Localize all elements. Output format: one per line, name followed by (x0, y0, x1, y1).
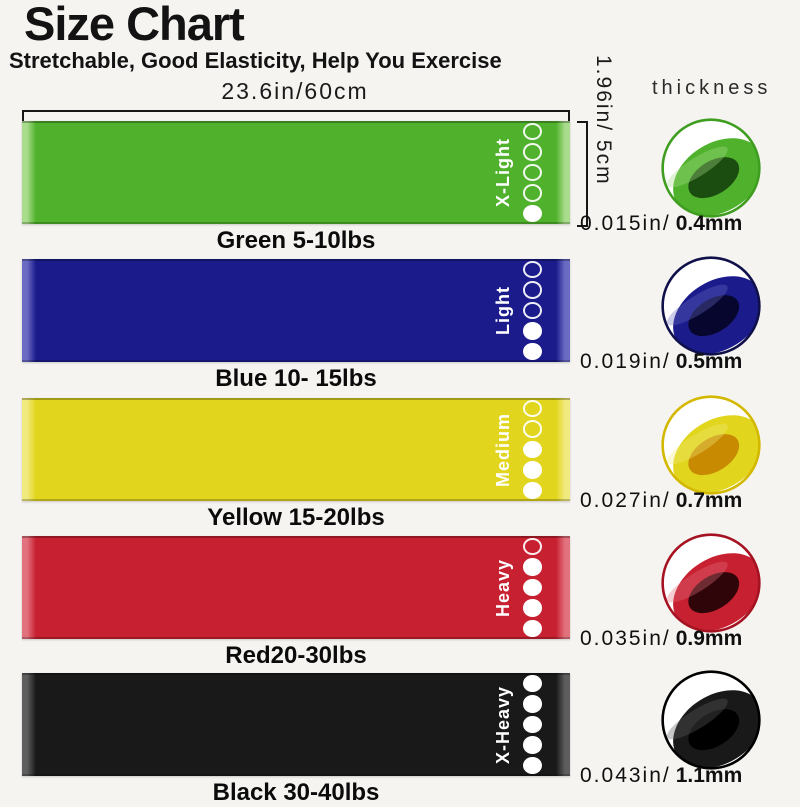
resistance-level-dots (523, 674, 542, 775)
level-dot (523, 301, 542, 320)
level-dot (523, 537, 542, 556)
level-dot (523, 461, 542, 479)
folded-band-icon (661, 118, 761, 218)
folded-band-icon (661, 533, 761, 633)
band-caption: Blue 10- 15lbs (215, 365, 377, 392)
band-thickness-value: 0.035in/0.9mm (580, 627, 780, 651)
band-row-green: X-Light Green 5-10lbs 0.015in/0.4mm (22, 118, 782, 254)
length-dimension-label: 23.6in/60cm (221, 78, 369, 104)
thickness-mm: 0.9mm (675, 627, 743, 650)
thickness-inches: 0.027in/ (580, 489, 671, 512)
band-thickness-value: 0.015in/0.4mm (580, 212, 780, 236)
thickness-inches: 0.035in/ (580, 627, 671, 650)
level-dot (523, 715, 542, 734)
band-thickness-photo (659, 668, 763, 772)
band-strength-label: X-Heavy (493, 685, 513, 764)
level-dot (523, 619, 542, 638)
width-dimension-label: 1.96in/ 5cm (592, 55, 615, 186)
band-strength-label: Heavy (493, 558, 513, 617)
page-subtitle: Stretchable, Good Elasticity, Help You E… (9, 48, 502, 73)
thickness-inches: 0.043in/ (580, 764, 671, 787)
folded-band-icon (661, 670, 761, 770)
level-dot (523, 420, 542, 438)
band-strength-label: Medium (493, 412, 513, 487)
band-thickness-photo (659, 393, 763, 497)
level-dot (523, 558, 542, 576)
resistance-band: X-Light (22, 121, 570, 224)
thickness-mm: 0.7mm (675, 489, 743, 512)
resistance-level-dots (523, 399, 542, 500)
folded-band-icon (661, 256, 761, 356)
resistance-band: Heavy (22, 536, 570, 639)
band-row-yellow: Medium Yellow 15-20lbs 0.027in/0.7mm (22, 395, 782, 531)
resistance-level-dots (523, 260, 542, 361)
level-dot (523, 143, 542, 161)
thickness-inches: 0.019in/ (580, 350, 671, 373)
band-caption: Black 30-40lbs (212, 779, 380, 806)
level-dot (523, 578, 542, 597)
thickness-mm: 1.1mm (675, 764, 743, 787)
resistance-level-dots (523, 537, 542, 638)
band-thickness-photo (659, 116, 763, 220)
level-dot (523, 756, 542, 775)
width-dimension-bracket (577, 121, 588, 227)
level-dot (523, 481, 542, 500)
band-thickness-photo (659, 254, 763, 358)
resistance-band: Medium (22, 398, 570, 501)
level-dot (523, 122, 542, 141)
resistance-band: Light (22, 259, 570, 362)
level-dot (523, 695, 542, 713)
thickness-column-header: thickness (652, 77, 772, 99)
level-dot (523, 599, 542, 617)
band-thickness-photo (659, 531, 763, 635)
thickness-mm: 0.4mm (675, 212, 743, 235)
resistance-level-dots (523, 122, 542, 223)
level-dot (523, 281, 542, 299)
thickness-mm: 0.5mm (675, 350, 743, 373)
band-thickness-value: 0.043in/1.1mm (580, 764, 780, 788)
band-caption: Yellow 15-20lbs (207, 504, 385, 531)
level-dot (523, 399, 542, 418)
level-dot (523, 440, 542, 459)
level-dot (523, 204, 542, 223)
band-caption: Green 5-10lbs (216, 227, 376, 254)
band-thickness-value: 0.027in/0.7mm (580, 489, 780, 513)
level-dot (523, 322, 542, 340)
band-caption: Red20-30lbs (225, 642, 367, 669)
band-strength-label: Light (493, 286, 513, 335)
band-row-blue: Light Blue 10- 15lbs 0.019in/0.5mm (22, 256, 782, 392)
resistance-band: X-Heavy (22, 673, 570, 776)
level-dot (523, 163, 542, 182)
length-dimension-bracket (22, 110, 570, 121)
page-title: Size Chart (24, 0, 245, 50)
level-dot (523, 184, 542, 202)
band-strength-label: X-Light (493, 138, 513, 207)
level-dot (523, 260, 542, 279)
thickness-inches: 0.015in/ (580, 212, 671, 235)
level-dot (523, 342, 542, 361)
band-row-red: Heavy Red20-30lbs 0.035in/0.9mm (22, 533, 782, 669)
band-row-black: X-Heavy Black 30-40lbs 0.043in/1.1mm (22, 670, 782, 806)
level-dot (523, 674, 542, 693)
level-dot (523, 736, 542, 754)
folded-band-icon (661, 395, 761, 495)
band-thickness-value: 0.019in/0.5mm (580, 350, 780, 374)
